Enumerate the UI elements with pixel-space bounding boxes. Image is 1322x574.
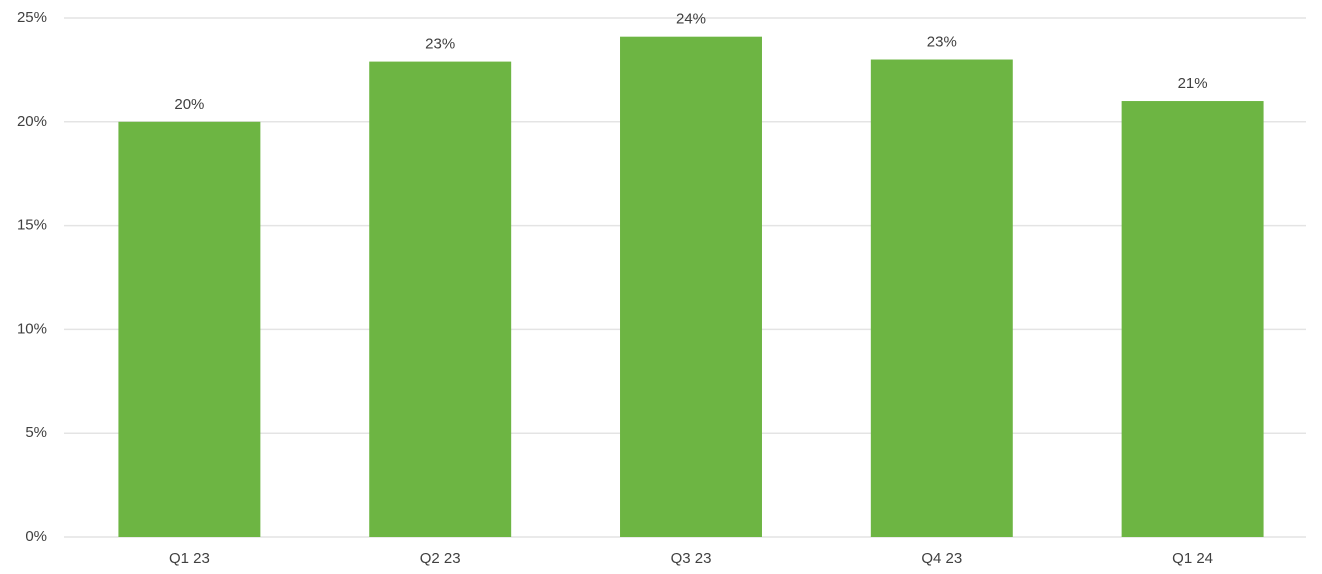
bar <box>620 36 762 538</box>
x-tick-label: Q1 23 <box>169 550 210 567</box>
y-tick-label: 20% <box>17 113 47 130</box>
bar <box>118 121 261 538</box>
bar <box>1121 101 1264 537</box>
data-label: 21% <box>1178 75 1208 92</box>
data-label: 23% <box>425 36 455 53</box>
data-label: 24% <box>676 11 706 28</box>
y-tick-label: 5% <box>25 424 47 441</box>
y-tick-label: 0% <box>25 528 47 545</box>
y-tick-label: 10% <box>17 320 47 337</box>
data-label: 23% <box>927 33 957 50</box>
y-tick-label: 25% <box>17 9 47 26</box>
x-tick-label: Q4 23 <box>921 550 962 567</box>
data-label: 20% <box>174 96 204 113</box>
x-tick-label: Q3 23 <box>671 550 712 567</box>
bar <box>870 59 1013 538</box>
x-tick-label: Q1 24 <box>1172 550 1213 567</box>
y-tick-label: 15% <box>17 217 47 234</box>
bar <box>369 61 512 537</box>
x-tick-label: Q2 23 <box>420 550 461 567</box>
